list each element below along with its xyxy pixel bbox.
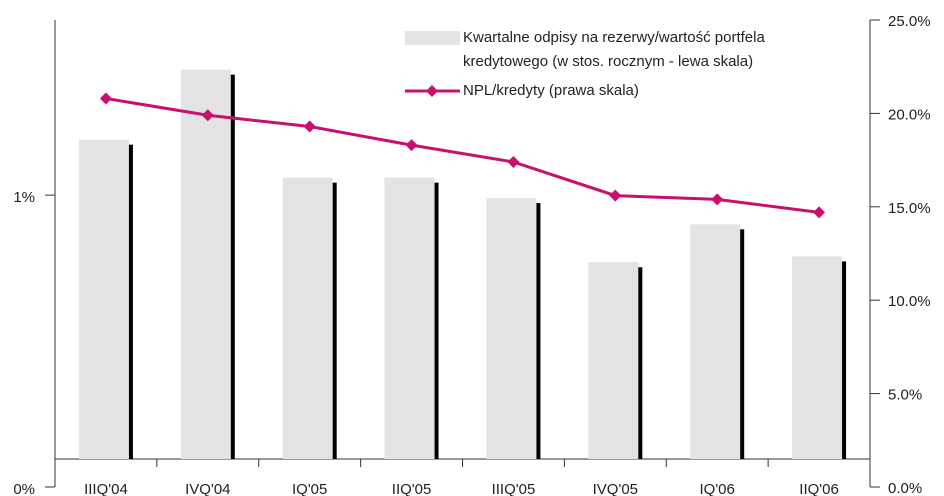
x-tick-label: IVQ'04	[185, 481, 230, 496]
bar-shadow	[433, 182, 439, 460]
legend-marker	[426, 85, 438, 97]
line-marker	[507, 155, 520, 168]
y2-tick-label: 5.0%	[888, 387, 922, 404]
y-tick-label: 1%	[13, 189, 35, 206]
x-tick-label: IIIQ'04	[84, 481, 128, 496]
bar	[690, 224, 741, 459]
bar-shadow	[331, 182, 337, 460]
line-marker	[711, 193, 724, 206]
line-marker	[405, 139, 418, 152]
bar-shadow	[637, 267, 643, 459]
line-marker	[303, 120, 316, 133]
bar	[282, 177, 333, 460]
x-tick-label: IIQ'05	[392, 481, 432, 496]
y2-tick-label: 0.0%	[888, 480, 922, 496]
y2-tick-label: 20.0%	[888, 106, 931, 123]
bar	[588, 262, 639, 459]
x-tick-label: IVQ'05	[593, 481, 638, 496]
bar	[792, 256, 843, 459]
y2-tick-label: 15.0%	[888, 200, 931, 217]
line-marker	[813, 206, 826, 219]
bar-shadow	[841, 261, 847, 459]
bar-shadow	[739, 229, 745, 459]
bar	[384, 177, 435, 460]
legend-label: NPL/kredyty (prawa skala)	[463, 82, 639, 99]
legend-swatch	[405, 31, 460, 45]
y2-tick-label: 10.0%	[888, 293, 931, 310]
bar	[486, 198, 537, 459]
bar-shadow	[229, 74, 235, 460]
x-tick-label: IIIQ'05	[492, 481, 536, 496]
legend-label: Kwartalne odpisy na rezerwy/wartość port…	[463, 29, 765, 70]
line	[105, 96, 820, 214]
line-marker	[99, 92, 112, 105]
x-tick-label: IIQ'06	[799, 481, 839, 496]
line-marker	[201, 109, 214, 122]
bar-shadow	[127, 144, 133, 459]
y2-tick-label: 25.0%	[888, 13, 931, 30]
bar	[180, 69, 231, 460]
bar-shadow	[535, 203, 541, 459]
line-marker	[609, 189, 622, 202]
x-tick-label: IQ'05	[292, 481, 327, 496]
bar	[78, 139, 129, 459]
x-tick-label: IQ'06	[699, 481, 734, 496]
y-tick-label: 0%	[13, 481, 35, 496]
